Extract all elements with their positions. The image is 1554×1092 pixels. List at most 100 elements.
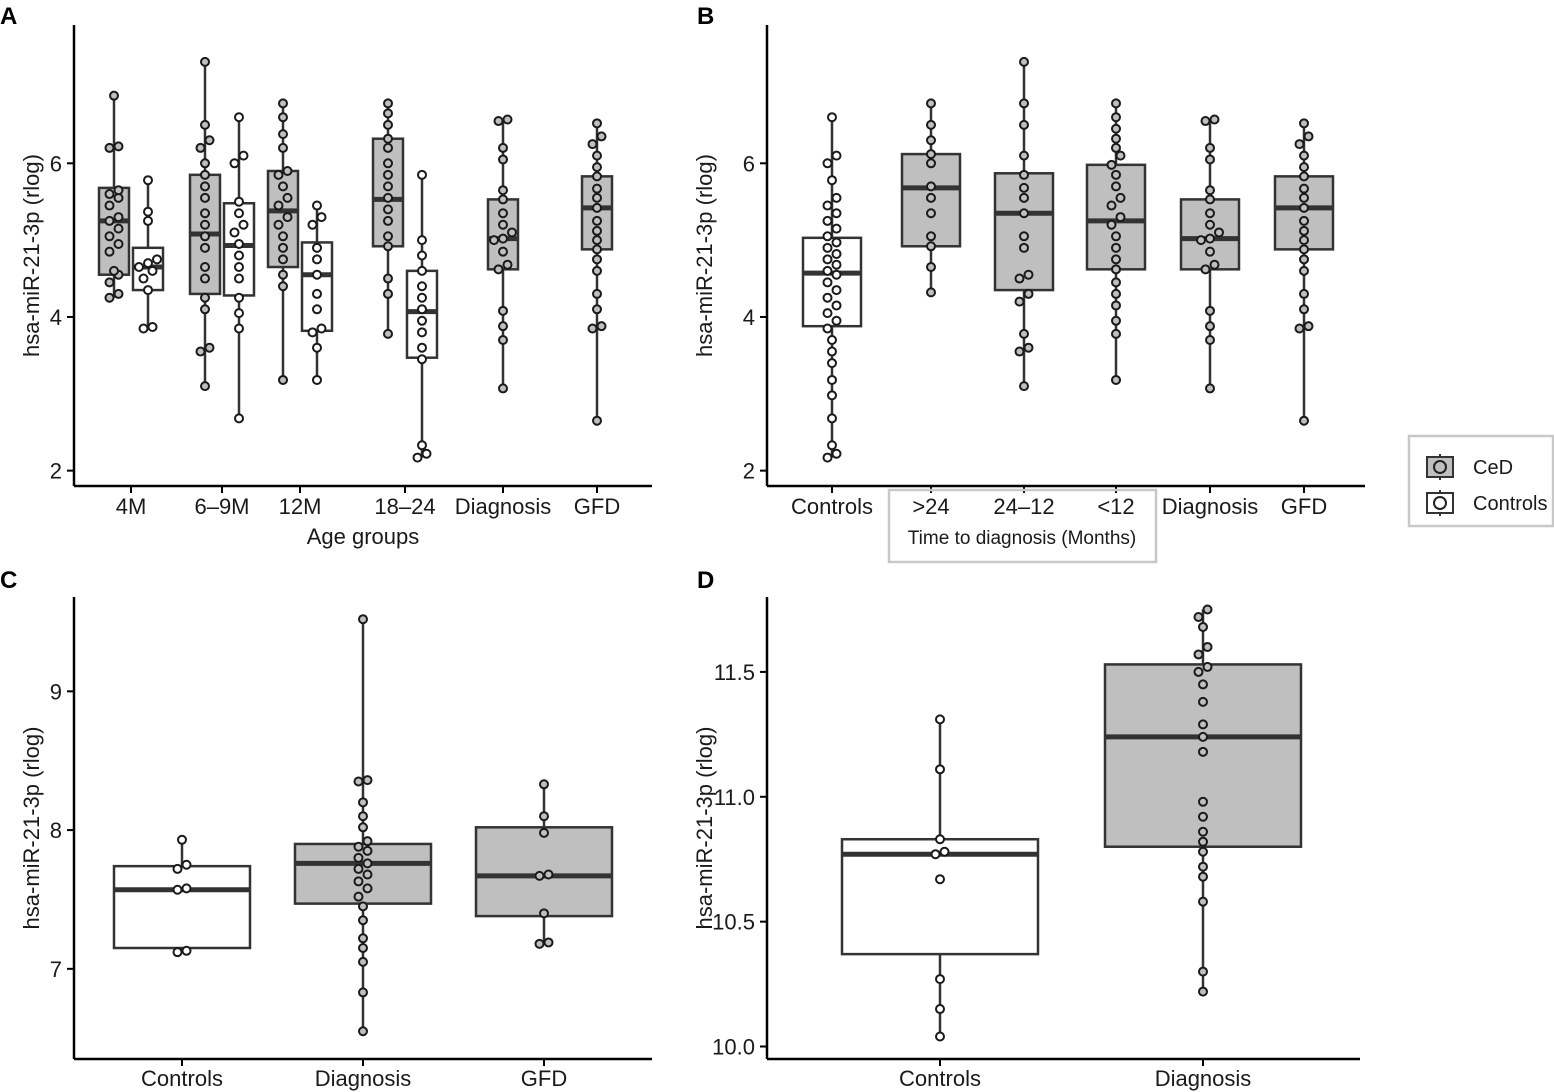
- panel-d-x-tick-label: Diagnosis: [1155, 1066, 1252, 1091]
- data-point: [498, 383, 508, 394]
- data-point: [592, 265, 602, 276]
- panel-b-box-ced: [900, 98, 962, 298]
- data-point: [498, 185, 508, 196]
- data-point: [358, 901, 368, 912]
- data-point: [534, 870, 545, 881]
- data-point: [234, 112, 244, 123]
- data-point: [1198, 621, 1208, 632]
- data-point: [1299, 171, 1309, 182]
- data-point: [1111, 328, 1121, 339]
- data-point: [362, 836, 373, 847]
- panel-c-x-tick-label: Diagnosis: [315, 1066, 412, 1091]
- data-point: [234, 196, 244, 207]
- data-point: [592, 254, 602, 265]
- data-point: [1198, 811, 1208, 822]
- data-point: [1198, 871, 1208, 882]
- panel-a-y-tick-label: 2: [50, 459, 62, 484]
- panel-d-box-ced: [1103, 604, 1303, 997]
- legend-item-ced: CeD: [1426, 454, 1513, 480]
- data-point: [831, 192, 842, 203]
- panel-a-x-axis-title: Age groups: [307, 524, 420, 549]
- data-point: [417, 265, 427, 276]
- data-point: [1209, 259, 1220, 270]
- data-point: [362, 858, 373, 869]
- data-point: [831, 237, 842, 248]
- panel-c-letter: C: [0, 567, 17, 594]
- data-point: [1111, 374, 1121, 385]
- data-point: [1202, 604, 1213, 615]
- data-point: [1193, 666, 1204, 677]
- data-point: [234, 323, 244, 334]
- data-point: [229, 158, 240, 169]
- panel-b-y-tick-label: 6: [743, 151, 755, 176]
- data-point: [109, 265, 119, 276]
- data-point: [312, 304, 322, 315]
- data-point: [1205, 219, 1215, 230]
- data-point: [1198, 696, 1208, 707]
- data-point: [307, 327, 318, 338]
- data-point: [229, 227, 240, 238]
- data-point: [134, 262, 144, 273]
- data-point: [200, 181, 210, 192]
- data-point: [1200, 264, 1211, 275]
- data-point: [827, 358, 837, 369]
- data-point: [592, 288, 602, 299]
- data-point: [498, 321, 508, 332]
- data-point: [1299, 244, 1309, 255]
- panel-b-box-ced: [993, 56, 1055, 392]
- data-point: [1019, 182, 1029, 193]
- data-point: [181, 859, 192, 870]
- data-point: [592, 118, 602, 129]
- data-point: [1106, 159, 1117, 170]
- data-point: [200, 169, 210, 180]
- data-point: [195, 346, 206, 357]
- data-point: [234, 273, 244, 284]
- data-point: [539, 827, 549, 838]
- data-point: [152, 254, 162, 265]
- data-point: [926, 192, 936, 203]
- data-point: [177, 834, 187, 845]
- panel-a-box-ced: [371, 98, 405, 339]
- data-point: [1205, 233, 1215, 244]
- data-point: [926, 181, 936, 192]
- data-point: [1294, 139, 1305, 150]
- data-point: [204, 135, 215, 146]
- data-point: [358, 822, 368, 833]
- data-point: [926, 119, 936, 130]
- data-point: [383, 158, 393, 169]
- data-point: [822, 323, 833, 334]
- panel-a-y-tick-label: 4: [50, 305, 62, 330]
- data-point: [234, 413, 244, 424]
- data-point: [926, 158, 936, 169]
- data-point: [1014, 346, 1025, 357]
- data-point: [312, 342, 322, 353]
- data-point: [935, 1031, 945, 1042]
- data-point: [200, 158, 210, 169]
- data-point: [1106, 219, 1117, 230]
- legend: CeD Controls: [1407, 434, 1554, 528]
- data-point: [1198, 836, 1208, 847]
- data-point: [1202, 661, 1213, 672]
- data-point: [1019, 242, 1029, 253]
- data-point: [104, 231, 115, 242]
- data-point: [498, 305, 508, 316]
- data-point: [200, 292, 210, 303]
- data-point: [143, 258, 153, 269]
- data-point: [1111, 142, 1121, 153]
- data-point: [278, 112, 288, 123]
- data-point: [1205, 185, 1215, 196]
- data-point: [1014, 296, 1025, 307]
- data-point: [412, 452, 423, 463]
- data-point: [1111, 169, 1121, 180]
- data-point: [138, 273, 149, 284]
- data-point: [592, 215, 602, 226]
- data-point: [1111, 300, 1121, 311]
- box-iqr: [97, 186, 131, 276]
- panel-b-time-to-diagnosis-label: Time to diagnosis (Months): [908, 528, 1136, 549]
- data-point: [383, 133, 393, 144]
- data-point: [493, 264, 504, 275]
- data-point: [113, 238, 124, 249]
- data-point: [1198, 861, 1208, 872]
- panel-b-x-tick-label: 24–12: [993, 494, 1054, 519]
- data-point: [1019, 381, 1029, 392]
